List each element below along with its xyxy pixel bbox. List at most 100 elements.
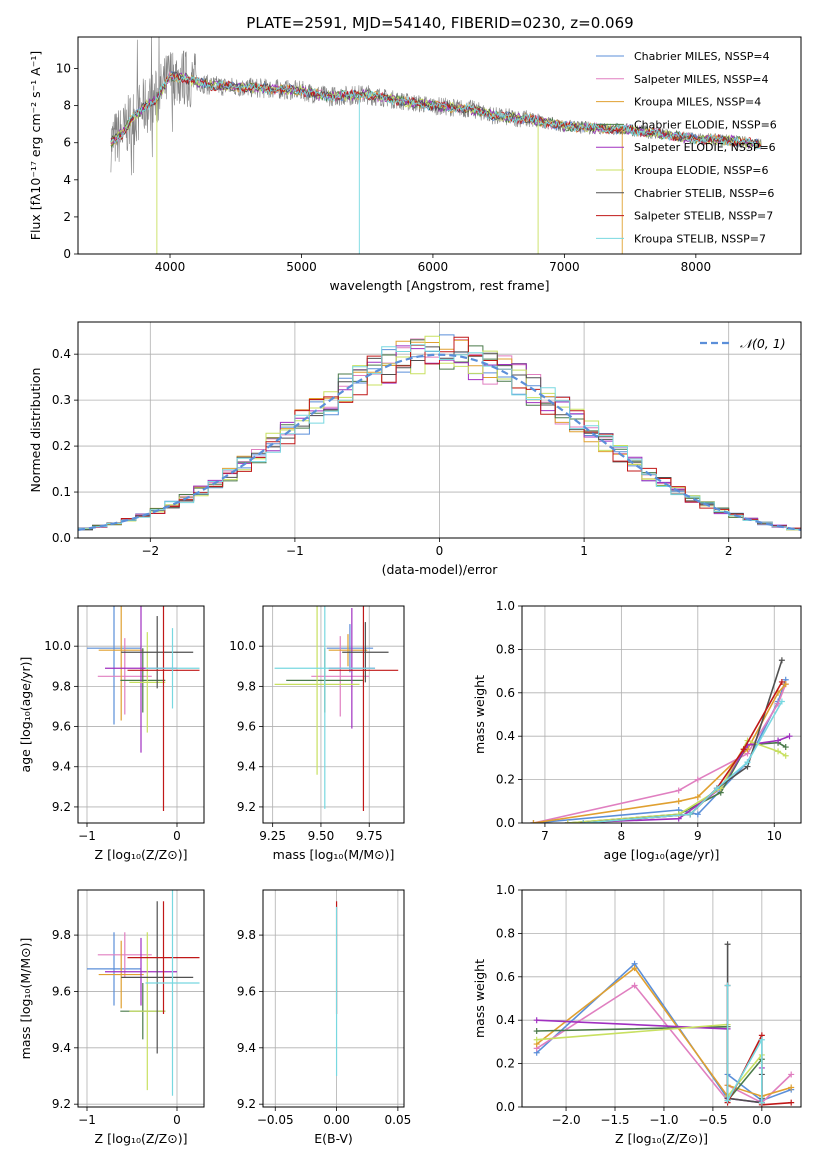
spectrum-xlabel: wavelength [Angstrom, rest frame] xyxy=(329,278,549,293)
mass_weight_vs_age-xtick-label: 9 xyxy=(694,829,702,843)
age_vs_mass-xtick-label: 9.75 xyxy=(356,829,383,843)
mass_weight_vs_age-plot xyxy=(530,657,793,823)
spectrum-title: PLATE=2591, MJD=54140, FIBERID=0230, z=0… xyxy=(246,14,633,32)
legend-entry: Chabrier ELODIE, NSSP=6 xyxy=(634,118,777,131)
age_vs_Z-ylabel: age [log₁₀(age/yr)] xyxy=(18,657,33,773)
mass_weight_vs_Z-xtick-label: −2.0 xyxy=(551,1113,580,1127)
age_vs_mass-xtick-label: 9.50 xyxy=(308,829,335,843)
mass_vs_Z-ylabel: mass [log₁₀(M/M⊙)] xyxy=(18,938,33,1060)
spectrum-ylabel: Flux [fλ10⁻¹⁷ erg cm⁻² s⁻¹ A⁻¹] xyxy=(28,51,43,240)
residuals-ytick-label: 0.4 xyxy=(52,347,71,361)
mass_vs_EBV-ytick-label: 9.2 xyxy=(237,1097,256,1111)
mass_weight_vs_age-point-marker xyxy=(782,752,789,759)
spectrum-ytick-label: 10 xyxy=(56,62,71,76)
mass_weight_vs_age-point-marker xyxy=(778,657,785,664)
mass_weight_vs_age-frame xyxy=(521,605,802,824)
mass_weight_vs_Z-point-marker xyxy=(631,982,638,989)
spectrum-ytick-label: 8 xyxy=(63,99,71,113)
mass_vs_EBV-xtick-label: 0.05 xyxy=(385,1113,412,1127)
mass_vs_EBV-frame xyxy=(262,889,405,1108)
mass_vs_EBV-ytick-label: 9.4 xyxy=(237,1041,256,1055)
mass_weight_vs_age-point-marker xyxy=(580,820,587,823)
mass_weight_vs_age-point-marker xyxy=(740,746,747,753)
mass_weight_vs_Z-point-marker xyxy=(533,1036,540,1043)
mass_vs_Z-frame xyxy=(77,889,205,1108)
mass_weight_vs_Z-point-marker xyxy=(788,1099,795,1106)
mass_weight_vs_Z-point-marker xyxy=(724,1097,731,1104)
legend-entry: Salpeter MILES, NSSP=4 xyxy=(634,73,768,86)
age_vs_Z-xlabel: Z [log₁₀(Z/Z⊙)] xyxy=(95,847,188,862)
mass_weight_vs_Z-point-marker xyxy=(788,1071,795,1078)
normal-legend-label: 𝒩(0, 1) xyxy=(740,336,786,351)
mass_weight_vs_age-point-marker xyxy=(694,776,701,783)
residuals-ytick-label: 0.0 xyxy=(52,531,71,545)
age_vs_Z-ytick-label: 9.2 xyxy=(52,800,71,814)
spectrum-plot xyxy=(110,37,762,254)
age_vs_mass-xlabel: mass [log₁₀(M/M⊙)] xyxy=(273,847,395,862)
mass_weight_vs_Z-point-marker xyxy=(533,1017,540,1024)
residuals-ylabel: Normed distribution xyxy=(28,368,43,493)
mass_weight_vs_Z-point-marker xyxy=(758,1036,765,1043)
mass_weight_vs_age-point-marker xyxy=(775,748,782,755)
mass_weight_vs_age-xtick-label: 10 xyxy=(767,829,782,843)
mass_vs_Z-ytick-label: 9.2 xyxy=(52,1097,71,1111)
mass_weight_vs_Z-frame xyxy=(521,889,802,1108)
spectrum-legend: Chabrier MILES, NSSP=4 Salpeter MILES, NS… xyxy=(596,50,777,245)
mass_weight_vs_age-ytick-label: 0.6 xyxy=(496,686,515,700)
age_vs_mass-ytick-label: 9.2 xyxy=(237,800,256,814)
mass_vs_Z-ytick-label: 9.8 xyxy=(52,928,71,942)
mass_vs_Z-xlabel: Z [log₁₀(Z/Z⊙)] xyxy=(95,1131,188,1146)
mass_weight_vs_age-xtick-label: 8 xyxy=(618,829,626,843)
legend-entry: Salpeter STELIB, NSSP=7 xyxy=(634,210,773,223)
mass_weight_vs_Z-point-marker xyxy=(631,965,638,972)
mass_weight_vs_age-point-marker xyxy=(675,798,682,805)
mass_weight_vs_Z-xlabel: Z [log₁₀(Z/Z⊙)] xyxy=(615,1131,708,1146)
mass_vs_EBV-xtick-label: −0.05 xyxy=(257,1113,294,1127)
age_vs_mass-ytick-label: 10.0 xyxy=(229,639,256,653)
legend-entry: Chabrier MILES, NSSP=4 xyxy=(634,50,770,63)
legend-entry: Kroupa MILES, NSSP=4 xyxy=(634,96,761,109)
mass_weight_vs_Z-plot xyxy=(533,941,795,1107)
mass_weight_vs_age-ytick-label: 0.4 xyxy=(496,729,515,743)
mass_weight_vs_Z-ytick-label: 0.0 xyxy=(496,1100,515,1114)
mass_weight_vs_age-point-marker xyxy=(786,733,793,740)
mass_weight_vs_age-ytick-label: 0.2 xyxy=(496,773,515,787)
mass_weight_vs_age-series-line xyxy=(567,735,790,823)
mass_weight_vs_Z-xtick-label: 0.0 xyxy=(752,1113,771,1127)
residuals-plot xyxy=(78,334,801,531)
age_vs_Z-xtick-label: −1 xyxy=(78,829,96,843)
mass_weight_vs_age-point-marker xyxy=(564,820,571,823)
mass_weight_vs_Z-xtick-label: −1.0 xyxy=(649,1113,678,1127)
mass_weight_vs_age-point-marker xyxy=(778,698,785,705)
mass_weight_vs_age-point-marker xyxy=(675,787,682,794)
mass_weight_vs_age-point-marker xyxy=(713,785,720,792)
mass_weight_vs_age-ytick-label: 1.0 xyxy=(496,599,515,613)
mass_weight_vs_Z-point-marker xyxy=(758,1099,765,1106)
age_vs_mass-ytick-label: 9.4 xyxy=(237,760,256,774)
mass_weight_vs_age-series-line xyxy=(533,683,787,823)
mass_weight_vs_age-point-marker xyxy=(694,793,701,800)
mass_vs_EBV-xlabel: E(B-V) xyxy=(314,1131,353,1146)
mass_weight_vs_age-point-marker xyxy=(775,737,782,744)
residuals-xtick-label: −2 xyxy=(141,544,159,558)
spectrum-xtick-label: 7000 xyxy=(549,260,580,274)
spectrum-frame xyxy=(77,36,802,255)
mass_weight_vs_age-series-line xyxy=(533,683,787,823)
residuals-ytick-label: 0.2 xyxy=(52,439,71,453)
legend-entry: Kroupa ELODIE, NSSP=6 xyxy=(634,164,768,177)
mass_weight_vs_Z-series-line xyxy=(726,985,763,1104)
spectrum-xtick-label: 8000 xyxy=(681,260,712,274)
residuals-xtick-label: 0 xyxy=(436,544,444,558)
residuals-xtick-label: −1 xyxy=(286,544,304,558)
mass_vs_Z-plot xyxy=(87,890,200,1096)
age_vs_mass-axes: 9.25 9.50 9.75 9.2 9.4 9.6 9.8 10.0 mass [log₁₀(… xyxy=(229,606,404,862)
residuals-frame xyxy=(77,321,802,539)
spectrum-model-line xyxy=(110,74,762,150)
residuals-ytick-label: 0.1 xyxy=(52,485,71,499)
spectrum-axes: 4000 5000 6000 7000 8000 0 2 4 6 8 10 wavelength [A… xyxy=(28,51,711,293)
spectrum-ytick-label: 6 xyxy=(63,136,71,150)
mass_weight_vs_Z-xtick-label: −0.5 xyxy=(698,1113,727,1127)
mass_vs_Z-axes: −1 0 9.2 9.4 9.6 9.8 Z [log₁₀(Z/Z⊙)] mass [log₁… xyxy=(18,890,204,1146)
legend-entry: Kroupa STELIB, NSSP=7 xyxy=(634,232,766,245)
